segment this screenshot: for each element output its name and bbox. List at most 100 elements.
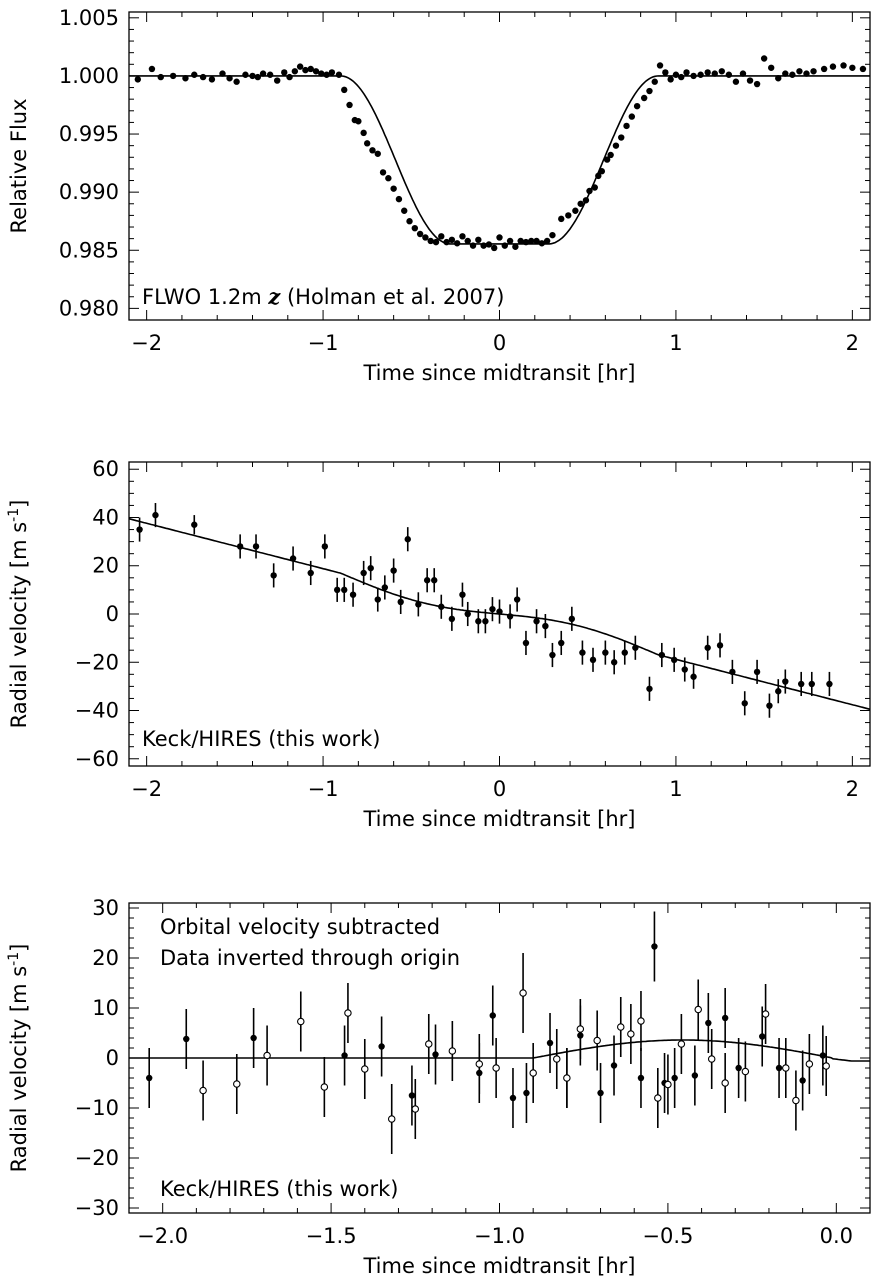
data-point xyxy=(775,1064,783,1072)
data-point xyxy=(489,605,496,613)
data-point xyxy=(671,1074,678,1082)
data-point xyxy=(491,244,498,252)
data-point xyxy=(390,567,397,574)
data-point xyxy=(411,224,419,232)
data-point xyxy=(579,649,586,656)
data-point xyxy=(459,591,466,598)
data-point xyxy=(254,73,261,81)
data-point xyxy=(146,1074,153,1082)
panel-annotation: Keck/HIRES (this work) xyxy=(142,727,380,751)
data-point xyxy=(690,72,697,80)
data-point xyxy=(658,651,666,659)
data-point-open xyxy=(617,1023,625,1031)
data-point xyxy=(136,526,143,533)
data-point-open xyxy=(411,1105,420,1113)
data-point xyxy=(646,685,653,692)
data-point xyxy=(704,69,711,76)
data-point-open xyxy=(361,1065,369,1073)
x-tick-label: −2.0 xyxy=(137,1224,188,1248)
data-point-open xyxy=(822,1062,830,1070)
data-point xyxy=(281,69,288,76)
data-point xyxy=(233,78,240,85)
data-point xyxy=(586,187,593,195)
data-point xyxy=(496,234,503,241)
data-point xyxy=(385,175,392,182)
data-point xyxy=(408,1092,416,1099)
data-point xyxy=(610,1062,618,1069)
data-point xyxy=(199,73,207,81)
y-tick-label: −20 xyxy=(75,650,119,674)
data-point xyxy=(775,75,782,82)
data-point xyxy=(549,231,556,239)
data-point xyxy=(623,122,630,130)
y-tick-label: 1.005 xyxy=(59,6,119,30)
data-point xyxy=(296,63,304,70)
data-point xyxy=(496,608,503,615)
data-point xyxy=(415,601,422,608)
data-point xyxy=(819,1052,827,1059)
model-curve xyxy=(129,75,870,245)
y-tick-label: 20 xyxy=(92,946,119,970)
data-point xyxy=(711,70,718,77)
data-point-open xyxy=(792,1096,800,1105)
model-curve xyxy=(129,1039,870,1062)
data-point xyxy=(681,666,688,673)
data-point-open xyxy=(344,1009,352,1017)
data-point xyxy=(667,76,674,83)
panel-annotation: FLWO 1.2m z (Holman et al. 2007) xyxy=(142,284,504,309)
data-point xyxy=(250,1034,257,1042)
data-point-open xyxy=(387,1115,396,1123)
data-point xyxy=(341,1052,348,1059)
data-point xyxy=(721,1014,729,1022)
x-tick-label: −1.0 xyxy=(474,1224,525,1248)
data-point xyxy=(523,1089,530,1097)
y-axis-label: Radial velocity [m s-1] xyxy=(6,944,31,1173)
data-point xyxy=(670,656,678,664)
data-point xyxy=(775,688,782,695)
data-point xyxy=(321,543,329,550)
data-point xyxy=(690,673,697,680)
data-point xyxy=(134,76,142,83)
data-point-open xyxy=(694,1005,702,1014)
data-point-open xyxy=(805,1060,814,1068)
x-tick-label: 2 xyxy=(846,777,859,801)
data-point xyxy=(312,68,320,75)
data-point xyxy=(768,64,775,71)
data-point xyxy=(432,238,440,246)
data-point xyxy=(469,242,477,249)
data-point xyxy=(482,618,489,625)
data-point xyxy=(459,233,466,240)
data-point xyxy=(632,644,639,651)
panel-annotation: Keck/HIRES (this work) xyxy=(160,1177,398,1201)
data-point xyxy=(378,1043,385,1050)
data-point xyxy=(753,80,761,88)
data-point xyxy=(725,71,733,78)
data-point xyxy=(302,66,309,74)
data-point xyxy=(782,678,789,685)
data-point xyxy=(464,237,471,245)
data-point xyxy=(741,700,748,707)
data-point xyxy=(517,237,524,245)
data-point xyxy=(259,70,267,77)
data-point xyxy=(249,72,256,80)
data-point xyxy=(397,598,404,606)
data-point-open xyxy=(761,1010,770,1018)
data-point xyxy=(333,586,341,594)
data-point xyxy=(789,71,796,78)
data-point xyxy=(829,63,837,70)
data-point xyxy=(501,242,508,249)
x-tick-label: −1 xyxy=(308,777,339,801)
data-point-open xyxy=(199,1086,207,1095)
data-point-open xyxy=(707,1055,716,1063)
data-point xyxy=(355,118,362,125)
data-point xyxy=(349,591,357,598)
data-point xyxy=(691,1072,699,1079)
data-point xyxy=(672,71,680,78)
data-point xyxy=(826,680,833,688)
x-tick-label: 0 xyxy=(493,777,506,801)
data-point xyxy=(464,610,471,618)
data-point xyxy=(820,65,828,73)
data-point xyxy=(543,237,551,245)
data-point xyxy=(406,218,413,225)
y-tick-label: 20 xyxy=(92,554,119,578)
